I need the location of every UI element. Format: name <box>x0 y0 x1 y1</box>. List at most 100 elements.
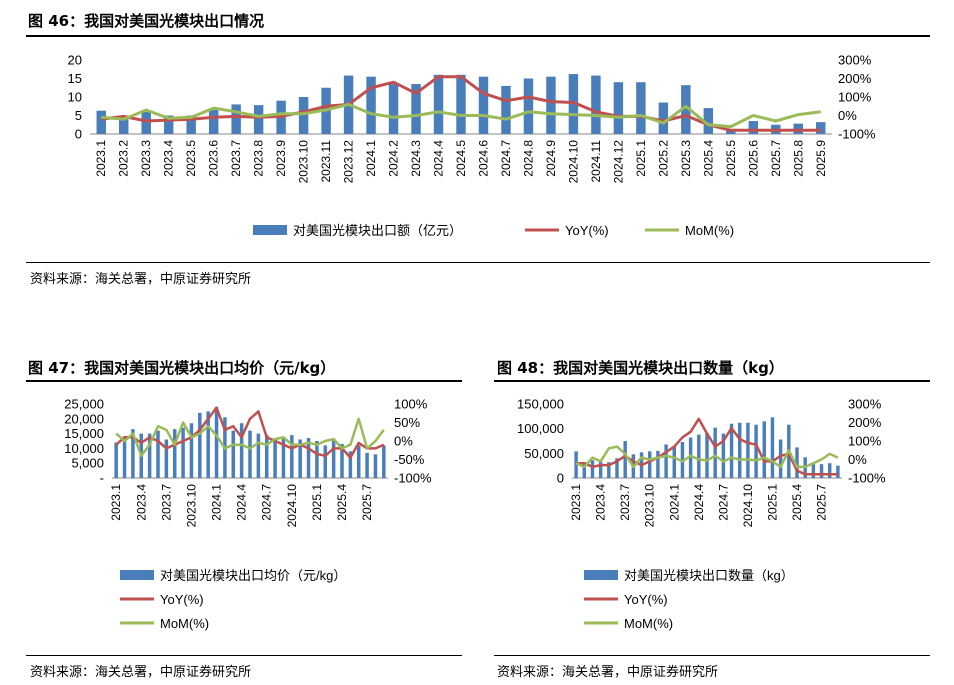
fig48-bar <box>672 445 676 478</box>
fig46-right-tick-label: -100% <box>838 127 876 142</box>
fig46-right-tick-label: 0% <box>838 108 857 123</box>
fig47-bar <box>172 429 177 478</box>
fig48-mom-line <box>575 445 839 469</box>
fig46-x-tick-label: 2023.1 <box>94 140 108 177</box>
fig46-x-tick-label: 2023.6 <box>207 140 221 177</box>
fig47-left-tick-label: 15,000 <box>64 426 104 441</box>
fig48-x-tick-label: 2025.7 <box>815 484 829 521</box>
fig46-bar <box>636 82 646 134</box>
fig47-bar <box>156 430 160 478</box>
fig47-title-rule <box>26 380 462 382</box>
fig46-bar <box>726 130 736 134</box>
fig47-left-tick-label: 5,000 <box>71 456 104 471</box>
fig47-x-tick-label: 2025.1 <box>310 484 324 521</box>
fig47-source-rule <box>26 655 462 656</box>
fig47-bar <box>340 443 344 478</box>
fig46-x-tick-label: 2023.5 <box>184 140 198 177</box>
fig46-x-tick-label: 2023.10 <box>297 140 311 184</box>
fig46-x-tick-label: 2024.4 <box>432 140 446 177</box>
fig48-bar <box>754 424 758 478</box>
fig48-left-tick-label: 150,000 <box>517 397 564 412</box>
fig47-bar <box>164 439 169 478</box>
fig47-source: 资料来源：海关总署，中原证券研究所 <box>30 665 252 680</box>
fig48-title-rule <box>494 380 930 382</box>
fig46-x-tick-label: 2024.12 <box>611 140 625 184</box>
fig46-right-tick-label: 100% <box>838 90 872 105</box>
fig48-bar <box>697 434 701 478</box>
fig46-bar <box>523 78 534 134</box>
fig48-bar <box>656 450 660 478</box>
fig46-x-tick-label: 2023.7 <box>229 140 243 177</box>
fig46-left-tick-label: 0 <box>75 127 82 142</box>
fig46-x-tick-label: 2024.3 <box>409 140 423 177</box>
fig46-bar <box>478 76 489 134</box>
fig48-bar <box>778 439 783 478</box>
fig47-bar <box>181 427 185 478</box>
fig48-right-tick-label: 100% <box>848 434 882 449</box>
fig48-x-tick-label: 2025.4 <box>790 484 804 521</box>
fig46-x-tick-label: 2024.5 <box>454 140 468 177</box>
fig47-bar <box>198 412 202 478</box>
fig48-yoy-line <box>576 417 838 476</box>
fig46-bar <box>681 85 691 134</box>
fig48-left-tick-label: 0 <box>557 471 564 486</box>
fig47-bar <box>147 433 152 478</box>
fig47-bar <box>189 423 194 478</box>
fig48-bar <box>713 427 717 478</box>
fig47-yoy-line <box>115 406 385 459</box>
fig47-title: 图 47：我国对美国光模块出口均价（元/kg） <box>28 359 336 377</box>
fig48-bar <box>664 444 668 478</box>
fig47-bar <box>122 436 127 478</box>
fig46-x-tick-label: 2023.12 <box>342 140 356 184</box>
fig46-x-tick-label: 2023.11 <box>319 140 333 183</box>
fig46-bar <box>703 108 714 134</box>
fig46-left-tick-label: 20 <box>68 53 82 68</box>
fig47-bar <box>256 433 261 478</box>
fig46-left-tick-label: 10 <box>68 90 82 105</box>
fig47-bar <box>214 406 219 478</box>
fig48-x-tick-label: 2024.4 <box>692 484 706 521</box>
fig48-x-tick-label: 2023.1 <box>569 484 583 521</box>
fig48-bar <box>770 417 775 478</box>
fig48-right-tick-label: 200% <box>848 415 882 430</box>
fig46-x-tick-label: 2024.11 <box>589 140 603 183</box>
fig46-bar <box>141 111 151 134</box>
fig48-right-tick-label: 300% <box>848 397 882 412</box>
fig46-bar <box>388 84 399 134</box>
fig47-legend-bar-swatch <box>120 570 154 580</box>
fig47-legend-label: MoM(%) <box>160 616 209 631</box>
fig47-bar <box>264 435 269 478</box>
fig48-bar <box>746 422 750 478</box>
fig46-legend-label: 对美国光模块出口额（亿元） <box>293 223 462 238</box>
fig48-bar <box>811 463 816 478</box>
fig48-bar <box>623 441 627 478</box>
fig48-bar <box>721 433 726 478</box>
fig48-x-tick-label: 2023.4 <box>594 484 608 521</box>
fig46-title-rule <box>26 35 930 37</box>
fig46-source-rule <box>26 262 930 263</box>
fig47-bar <box>323 445 328 478</box>
fig47-mom-line <box>115 417 385 458</box>
fig48-bar <box>836 465 840 478</box>
fig46-bar <box>96 110 106 134</box>
fig47-right-tick-label: 100% <box>394 397 428 412</box>
fig47-bar <box>273 438 277 478</box>
fig46-bar <box>208 109 219 134</box>
fig46-x-tick-label: 2024.7 <box>499 140 513 177</box>
fig47-bar <box>298 439 302 478</box>
fig46-x-tick-label: 2025.3 <box>679 140 693 177</box>
fig46-x-tick-label: 2023.8 <box>252 140 266 177</box>
fig47-left-tick-label: - <box>100 471 104 486</box>
fig46-x-tick-label: 2025.6 <box>746 140 760 177</box>
fig46-mom-line <box>101 102 821 129</box>
fig47-x-tick-label: 2024.10 <box>285 484 299 528</box>
fig46-x-tick-label: 2025.2 <box>656 140 670 177</box>
fig46-bar <box>748 121 759 134</box>
fig46-x-tick-label: 2024.2 <box>387 140 401 177</box>
fig48-bar <box>729 423 734 478</box>
fig46-bar <box>253 105 264 134</box>
fig47-bar <box>306 438 311 478</box>
fig47-bar <box>114 442 118 478</box>
fig46-legend-label: MoM(%) <box>685 223 734 238</box>
fig46-right-tick-label: 300% <box>838 53 872 68</box>
